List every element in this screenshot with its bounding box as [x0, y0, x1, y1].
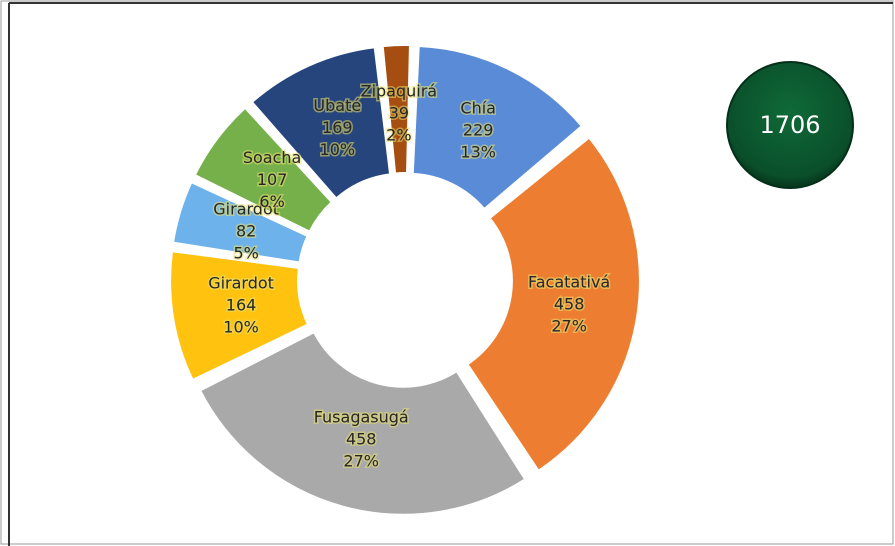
total-badge [726, 61, 854, 189]
slice-value: 229 [463, 121, 494, 140]
slice-value: 458 [554, 294, 585, 313]
slice-name: Girardot [213, 199, 279, 218]
slice [466, 136, 641, 473]
slice-percent: 6% [259, 192, 284, 211]
slice-name: Zipaquirá [361, 82, 438, 101]
slice-percent: 10% [320, 140, 356, 159]
slice-name: Fusagasugá [314, 408, 409, 427]
slice-value: 164 [226, 296, 257, 315]
slice-name: Ubaté [313, 96, 361, 115]
slice-percent: 13% [460, 143, 496, 162]
slice-name: Soacha [243, 148, 302, 167]
donut [169, 44, 641, 516]
slice [411, 44, 584, 211]
slice [193, 106, 334, 233]
slice [198, 330, 527, 516]
slice-name: Girardot [208, 274, 274, 293]
slice-percent: 5% [233, 243, 258, 262]
slice-percent: 27% [343, 452, 379, 471]
slice-name: Facatativá [528, 272, 610, 291]
data-labels: Chía 229 13% Facatativá 458 27% Fusagasugá 458 2… [207, 80, 612, 472]
total-value: 1706 [759, 111, 820, 139]
slice-value: 39 [389, 104, 409, 123]
slice-percent: 10% [223, 318, 259, 337]
slice-name: Chía [460, 99, 496, 118]
slice-percent: 27% [551, 316, 587, 335]
slice [381, 44, 411, 175]
slice-value: 82 [236, 221, 256, 240]
slice-value: 107 [257, 170, 288, 189]
slice-percent: 2% [386, 126, 411, 145]
slice-value: 169 [322, 118, 353, 137]
slice [171, 180, 309, 264]
slice [250, 46, 392, 200]
slice-value: 458 [346, 430, 377, 449]
slice [169, 250, 310, 382]
